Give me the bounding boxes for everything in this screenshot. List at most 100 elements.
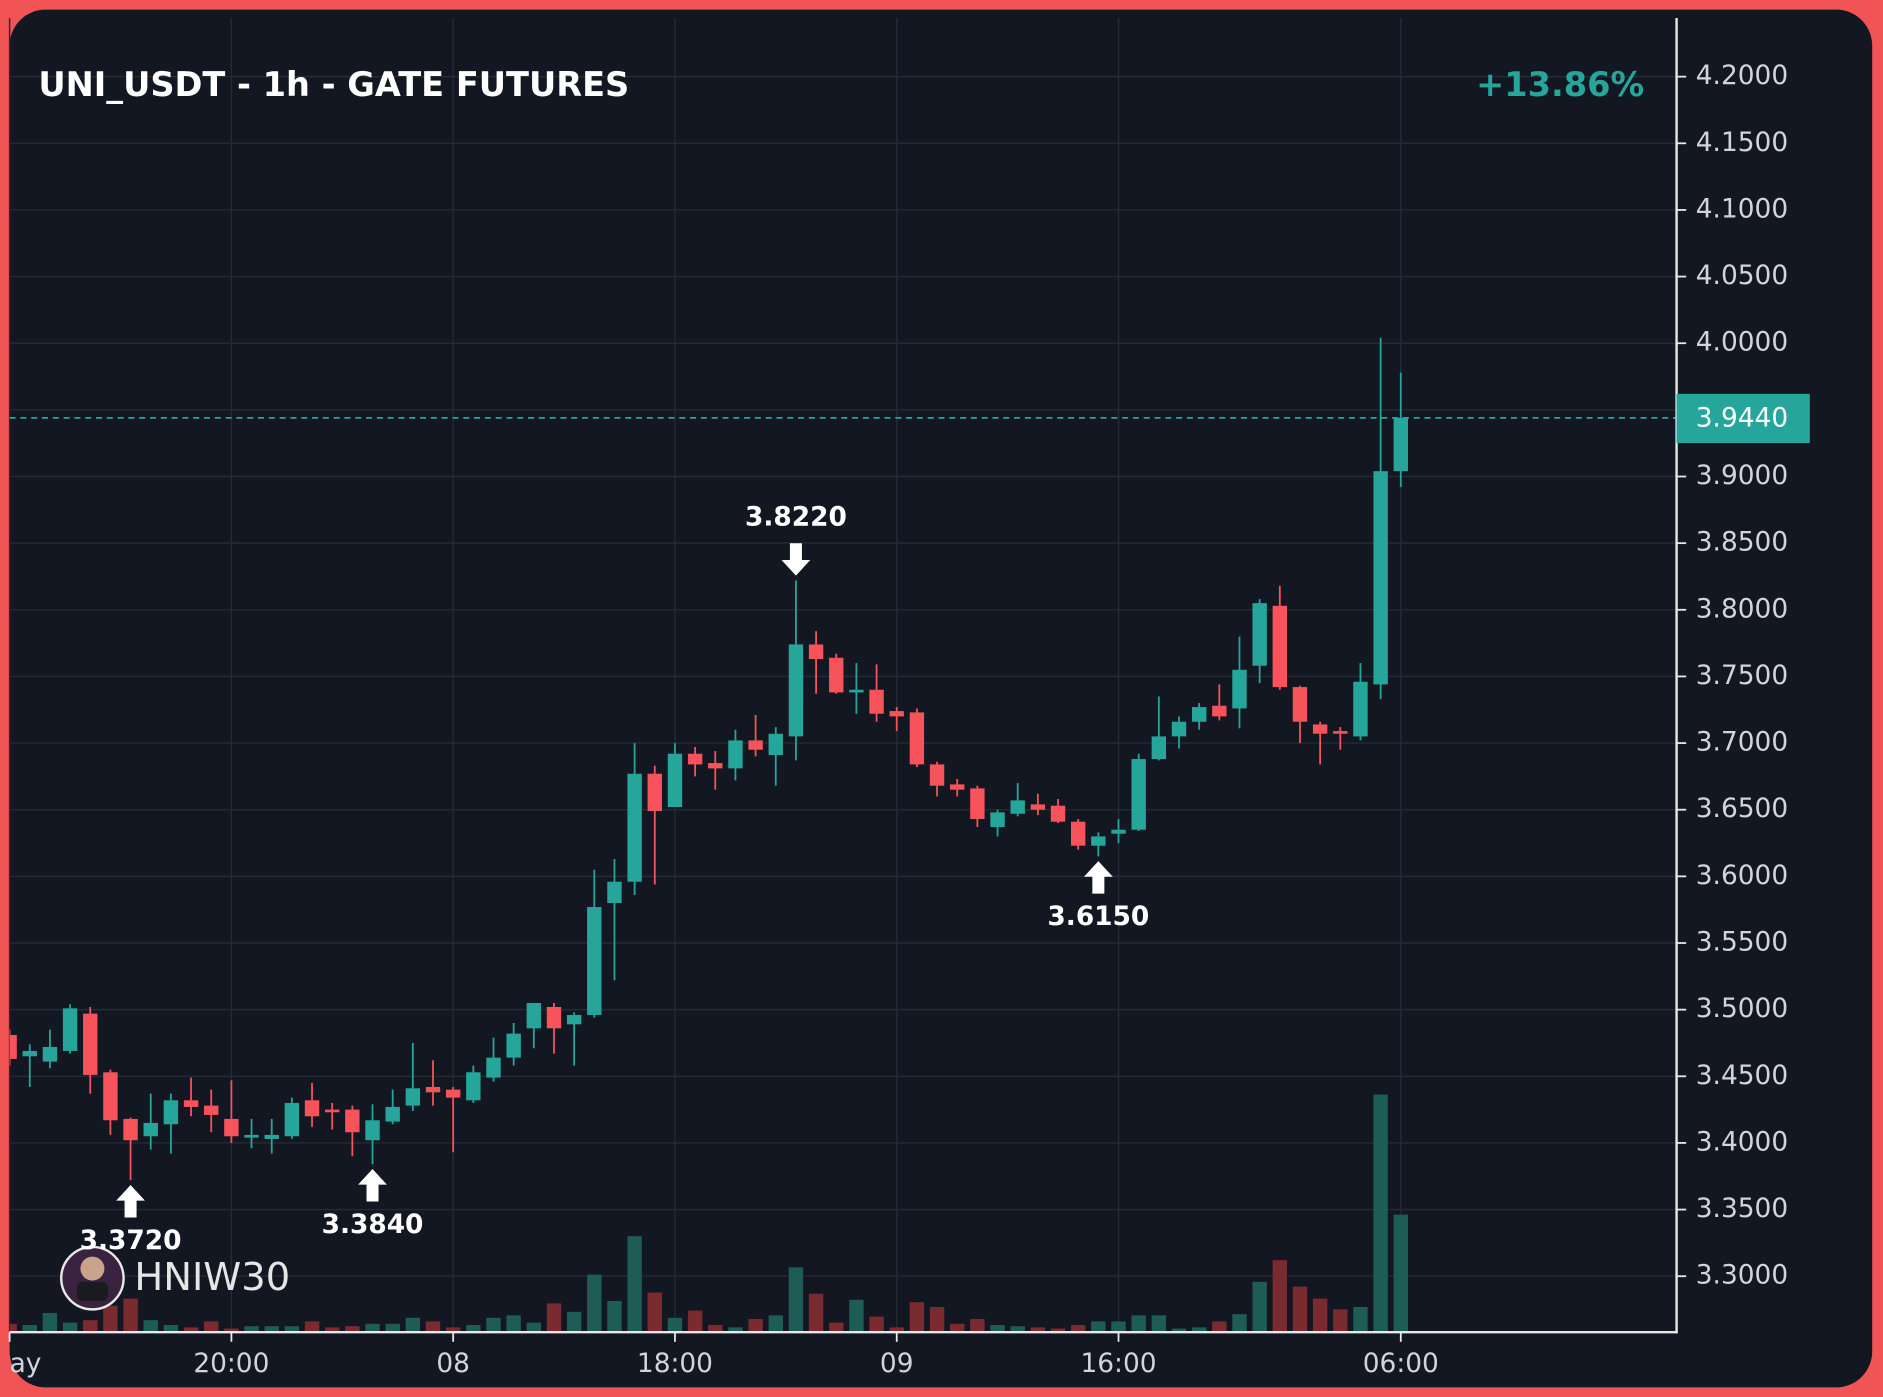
candle-body [1252, 603, 1267, 666]
volume-bar [103, 1305, 118, 1333]
candle-body [829, 657, 844, 693]
volume-bar [244, 1326, 259, 1333]
candle-body [1171, 721, 1187, 737]
volume-bar [466, 1324, 481, 1333]
volume-bar [365, 1323, 380, 1333]
volume-bar [304, 1321, 320, 1333]
candle-body [183, 1100, 199, 1107]
volume-bar [284, 1326, 300, 1333]
candle-body [1010, 800, 1025, 814]
annotation-arrow [781, 543, 811, 576]
volume-bar [1131, 1315, 1146, 1333]
candle-body [425, 1086, 441, 1093]
volume-bar [183, 1327, 199, 1333]
candle-body [284, 1102, 300, 1137]
chart-title: UNI_USDT - 1h - GATE FUTURES [38, 65, 629, 104]
candle-body [808, 644, 824, 660]
volume-bar [1171, 1328, 1187, 1333]
volume-bar [1030, 1327, 1046, 1333]
candle-body [506, 1033, 521, 1058]
volume-bar [1151, 1315, 1167, 1333]
annotation-label: 3.3720 [80, 1225, 182, 1256]
volume-bar [1050, 1328, 1066, 1333]
y-tick-label: 4.0500 [1696, 260, 1788, 291]
volume-bar [1252, 1281, 1267, 1333]
volume-bar [1091, 1321, 1106, 1333]
volume-bar [143, 1320, 158, 1333]
volume-bar [425, 1321, 441, 1333]
volume-bar [990, 1324, 1005, 1333]
plot-area [9, 337, 1677, 1333]
x-tick-label: ay [10, 1348, 42, 1379]
volume-bar [909, 1302, 925, 1333]
candle-body [324, 1109, 340, 1113]
candle-body [1050, 805, 1066, 822]
candle-body [1353, 681, 1368, 737]
volume-bar [506, 1315, 521, 1333]
volume-bar [324, 1327, 340, 1333]
x-tick-label: 08 [436, 1348, 470, 1379]
candle-body [22, 1050, 37, 1057]
y-tick-label: 3.4000 [1696, 1126, 1788, 1157]
y-tick-label: 4.1000 [1696, 193, 1788, 224]
candle-body [244, 1134, 259, 1138]
volume-bar [788, 1267, 804, 1333]
candle-body [950, 784, 965, 790]
candle-body [1393, 417, 1408, 472]
candle-body [970, 788, 985, 820]
volume-bar [687, 1310, 703, 1333]
volume-bar [1191, 1327, 1207, 1333]
volume-bar [667, 1317, 683, 1333]
avatar-face [80, 1256, 105, 1281]
candle-body [788, 644, 804, 737]
candle-body [748, 740, 763, 750]
volume-bar [1232, 1314, 1247, 1333]
volume-bar [889, 1327, 904, 1333]
candle-body [1191, 707, 1207, 722]
y-tick-label: 3.9000 [1696, 460, 1788, 491]
candle-body [9, 1034, 17, 1059]
volume-bar [83, 1320, 98, 1333]
x-tick-label: 20:00 [193, 1348, 269, 1379]
volume-bar [264, 1326, 279, 1333]
volume-bar [970, 1318, 985, 1333]
volume-bar [607, 1300, 622, 1333]
volume-bar [808, 1293, 824, 1333]
candle-body [728, 740, 743, 769]
candle-body [627, 773, 642, 882]
x-tick-label: 09 [880, 1348, 914, 1379]
candle-body [1151, 736, 1167, 760]
watermark: HNIW30 [60, 1245, 290, 1311]
last-price-tag [1676, 393, 1810, 444]
candle-body [1131, 759, 1146, 830]
candle-body [83, 1013, 98, 1075]
volume-bar [445, 1327, 461, 1333]
volume-bar [950, 1323, 965, 1333]
annotation-label: 3.8220 [745, 502, 847, 533]
candle-body [1292, 687, 1308, 722]
volume-bar [1373, 1094, 1388, 1333]
candle-body [587, 907, 602, 1015]
volume-bar [1393, 1214, 1408, 1333]
volume-bar [224, 1328, 239, 1333]
y-tick-label: 3.8000 [1696, 593, 1788, 624]
y-tick-label: 3.8500 [1696, 527, 1788, 558]
volume-bar [708, 1324, 723, 1333]
candle-body [869, 689, 884, 714]
volume-bar [1312, 1298, 1328, 1333]
y-tick-label: 3.5000 [1696, 993, 1788, 1024]
volume-bar [9, 1323, 17, 1333]
y-tick-label: 3.5500 [1696, 926, 1788, 957]
candle-body [123, 1118, 138, 1141]
candle-body [687, 753, 703, 765]
axes: 3.3000 3.3500 3.4000 3.4500 3.5000 3.5500 3.60… [8, 18, 1810, 1379]
candle-body [1091, 836, 1106, 846]
chart-background [9, 9, 1873, 1388]
candle-body [42, 1046, 58, 1062]
y-tick-label: 3.6500 [1696, 793, 1788, 824]
volume-bar [1111, 1321, 1126, 1333]
candle-body [708, 763, 723, 769]
candle-body [647, 773, 662, 812]
